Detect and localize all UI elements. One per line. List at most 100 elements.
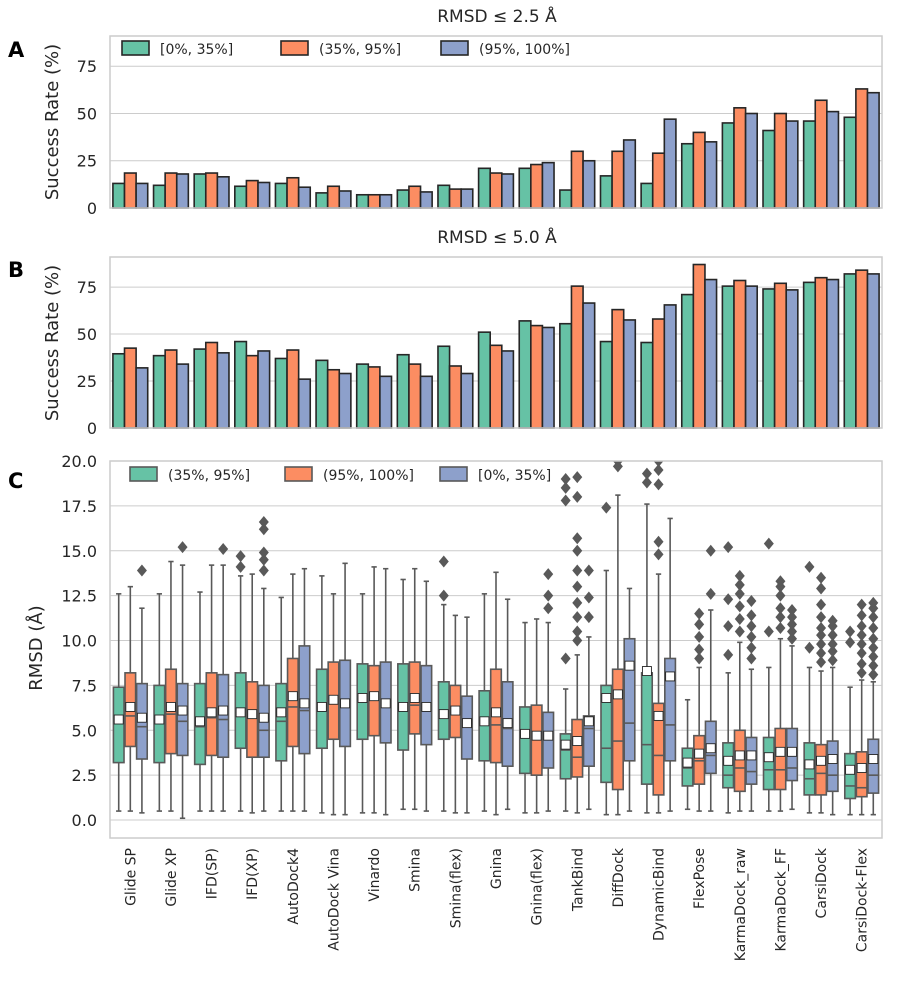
panel-a-bar — [518, 167, 532, 209]
panel-c-box — [855, 751, 868, 798]
panel-a-bar — [123, 172, 137, 209]
panel-a-bar — [355, 193, 370, 209]
panel-a-bar — [744, 112, 758, 209]
panel-c-mean-marker — [491, 707, 501, 718]
panel-c-outlier — [136, 564, 147, 577]
panel-c-mean-marker — [682, 757, 693, 768]
panel-c-outlier — [612, 461, 623, 467]
panel-c-mean-marker — [723, 755, 734, 766]
panel-c-outlier — [560, 481, 571, 494]
panel-a-bar — [640, 182, 654, 209]
panel-c-outlier — [572, 471, 583, 484]
panel-c-outlier — [816, 571, 827, 584]
panel-c-mean-marker — [502, 718, 513, 729]
panel-c-mean-marker — [827, 754, 838, 764]
panel-b-y-tick-label: 50 — [77, 325, 97, 344]
x-tick-label: FlexPose — [692, 848, 708, 909]
panel-a-bar — [234, 185, 248, 209]
panel-a-bar — [135, 182, 149, 209]
panel-c-mean-marker — [653, 710, 664, 721]
panel-a-y-tick-label: 25 — [77, 152, 97, 171]
panel-b-bar — [570, 285, 584, 429]
panel-c-outlier — [723, 648, 734, 661]
panel-c-outlier — [775, 611, 786, 624]
panel-c-box — [571, 718, 584, 778]
panel-a-bar — [216, 176, 230, 209]
panel-c-outlier — [734, 569, 745, 582]
panel-c-box — [664, 657, 677, 762]
panel-c-outlier — [653, 478, 664, 491]
panel-a-bar — [489, 172, 503, 209]
panel-c-mean-marker — [165, 701, 176, 712]
panel-c-outlier — [775, 575, 786, 588]
panel-c-mean-marker — [775, 746, 786, 757]
panel-a-bar — [826, 110, 840, 209]
panel-b-title: RMSD ≤ 5.0 Å — [437, 226, 557, 248]
panel-c-mean-marker — [125, 701, 136, 712]
panel-c-outlier — [235, 550, 246, 563]
panel-c-outlier — [827, 614, 838, 627]
panel-c-outlier — [258, 546, 269, 559]
panel-c-outlier — [746, 630, 757, 643]
panel-c-box — [582, 715, 595, 767]
panel-c-box — [246, 681, 259, 759]
panel-a-label: A — [8, 38, 25, 62]
panel-a-legend-label: (35%, 95%] — [319, 42, 401, 58]
panel-b-bar — [500, 350, 515, 429]
panel-b-y-tick-label: 75 — [77, 278, 97, 297]
panel-c-box — [217, 673, 230, 759]
panel-b-bar — [843, 273, 857, 429]
panel-c-outlier — [816, 611, 827, 624]
panel-c-outlier — [583, 564, 594, 577]
panel-c-mean-marker — [543, 730, 554, 741]
panel-c-outlier — [258, 553, 269, 566]
panel-c-outlier — [572, 564, 583, 577]
panel-a-bar — [164, 172, 178, 209]
panel-b-bar — [338, 372, 352, 429]
x-tick-label: IFD(XP) — [245, 848, 261, 900]
panel-c-outlier — [856, 629, 867, 642]
panel-c-outlier — [856, 638, 867, 651]
panel-c-outlier — [653, 548, 664, 561]
panel-c-outlier — [868, 668, 879, 681]
panel-c-boxes — [112, 461, 880, 820]
panel-b-bar — [802, 281, 817, 429]
panel-c-mean-marker — [462, 718, 472, 729]
panel-c-outlier — [583, 611, 594, 624]
panel-c-y-axis-label: RMSD (Å) — [25, 605, 47, 690]
panel-c-outlier — [868, 650, 879, 663]
panel-c-outlier — [746, 595, 757, 608]
panel-c-outlier — [816, 656, 827, 669]
panel-c-outlier — [641, 467, 652, 480]
panel-c-mean-marker — [641, 666, 652, 676]
panel-a-bar — [733, 107, 747, 209]
panel-a-bar — [541, 161, 555, 209]
panel-c-outlier — [705, 587, 716, 600]
panel-c-mean-marker — [479, 716, 490, 727]
panel-c-outlier — [845, 625, 856, 638]
x-tick-label: Smina(flex) — [448, 848, 464, 928]
panel-c-outlier — [572, 625, 583, 638]
panel-b-bar — [855, 269, 869, 429]
panel-b-bar — [245, 354, 259, 429]
panel-c-mean-marker — [612, 689, 623, 700]
panel-b-label: B — [8, 258, 24, 282]
panel-c-mean-marker — [694, 748, 705, 759]
panel-a-bar — [530, 163, 544, 209]
panel-c-outlier — [694, 643, 705, 656]
panel-c-mean-marker — [804, 759, 815, 770]
panel-a-legend-swatch — [280, 40, 309, 56]
x-tick-label: IFD(SP) — [205, 848, 221, 899]
x-tick-label: Glide XP — [164, 848, 180, 907]
marks-layer — [112, 88, 880, 820]
panel-c-outlier — [572, 580, 583, 593]
panel-c-box — [600, 684, 613, 784]
panel-c-outlier — [856, 609, 867, 622]
panel-c-y-tick-label: 10.0 — [61, 632, 97, 651]
panel-c-outlier — [734, 600, 745, 613]
x-tick-label: KarmaDock_FF — [773, 848, 789, 952]
panel-c-outlier — [723, 593, 734, 606]
panel-a-bar — [448, 188, 462, 209]
panel-a-bar — [437, 184, 451, 209]
